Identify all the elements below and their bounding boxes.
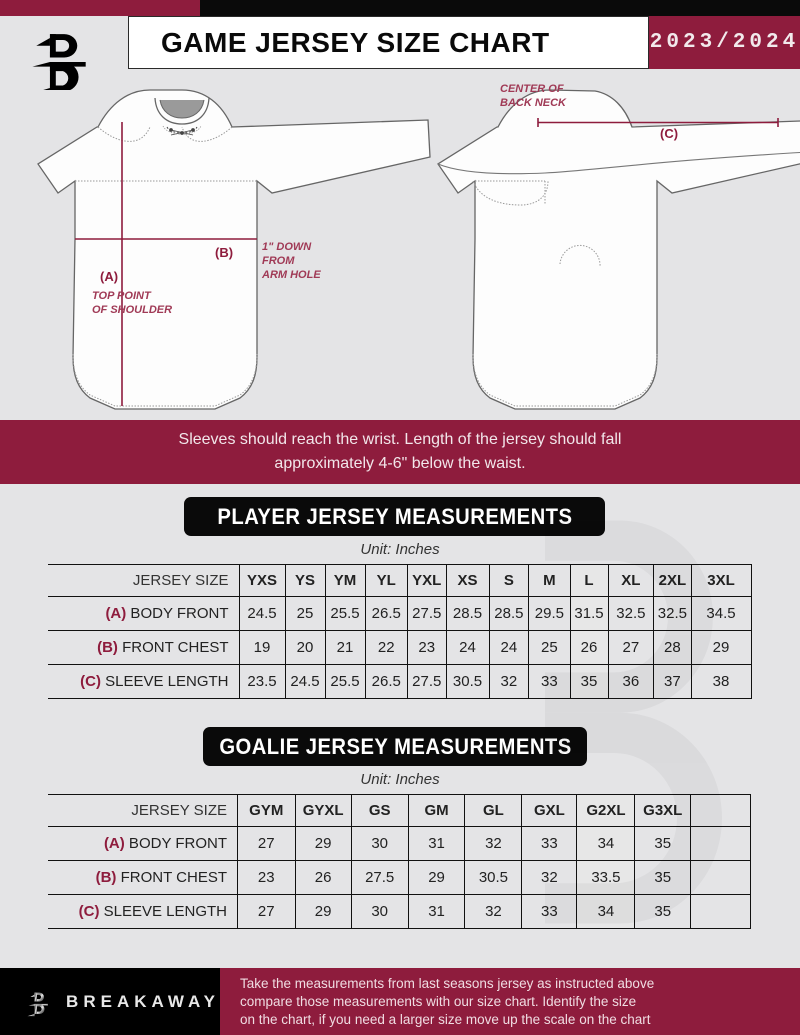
svg-text:(A): (A) <box>100 269 118 284</box>
svg-text:CENTER OF: CENTER OF <box>500 83 564 95</box>
svg-text:(C): (C) <box>660 126 678 141</box>
svg-text:FROM: FROM <box>262 255 295 267</box>
svg-text:BACK NECK: BACK NECK <box>500 97 567 109</box>
svg-text:TOP POINT: TOP POINT <box>92 290 152 302</box>
svg-text:1" DOWN: 1" DOWN <box>262 241 312 253</box>
svg-text:ARM HOLE: ARM HOLE <box>261 269 321 281</box>
svg-text:(B): (B) <box>215 245 233 260</box>
svg-text:OF SHOULDER: OF SHOULDER <box>92 304 172 316</box>
